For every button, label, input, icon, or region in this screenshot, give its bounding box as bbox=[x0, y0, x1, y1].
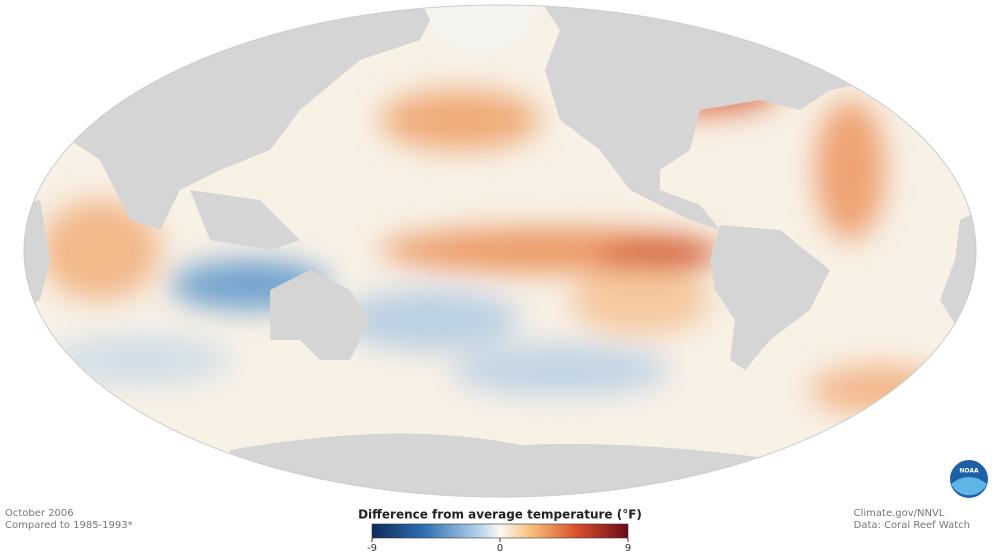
colorbar-tick-label: 9 bbox=[625, 543, 631, 554]
colorbar-tick-label: 0 bbox=[497, 543, 503, 554]
caption: October 2006 Compared to 1985-1993* bbox=[5, 508, 133, 532]
logo-label: NOAA bbox=[959, 468, 979, 475]
credits: Climate.gov/NNVL Data: Coral Reef Watch bbox=[854, 508, 970, 532]
colorbar-tick-label: -9 bbox=[367, 543, 377, 554]
legend: Difference from average temperature (°F)… bbox=[358, 508, 642, 555]
colorbar bbox=[371, 523, 629, 539]
caption-date: October 2006 bbox=[5, 508, 74, 519]
legend-title: Difference from average temperature (°F) bbox=[358, 508, 642, 522]
credit-data: Data: Coral Reef Watch bbox=[853, 520, 970, 531]
map-outline bbox=[23, 4, 977, 498]
logo-wave bbox=[951, 477, 987, 496]
noaa-logo: NOAA bbox=[948, 458, 990, 500]
caption-baseline: Compared to 1985-1993* bbox=[5, 520, 133, 531]
credit-source: Climate.gov/NNVL bbox=[853, 508, 945, 519]
